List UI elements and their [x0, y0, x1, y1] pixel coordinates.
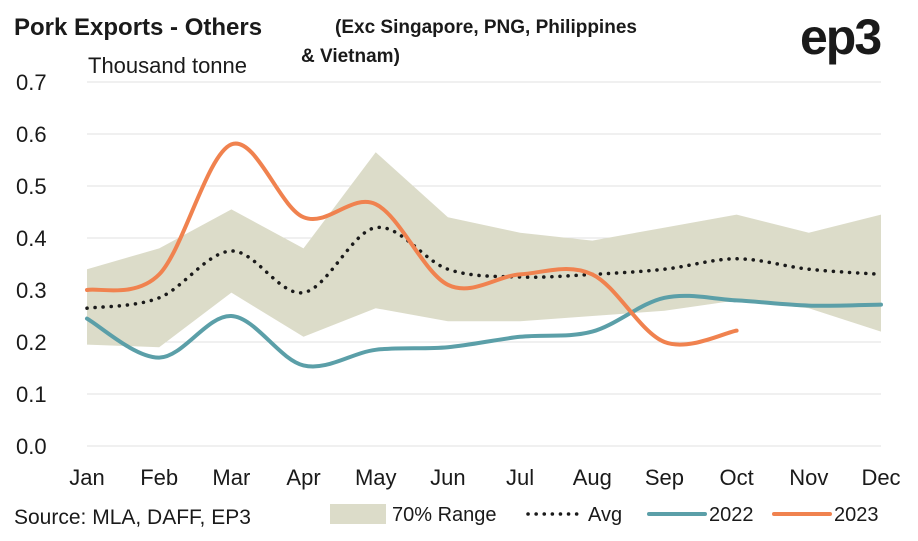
ep3-logo: ep3 [800, 9, 882, 65]
x-tick-label: Jun [430, 465, 465, 490]
x-tick-label: Aug [573, 465, 612, 490]
source-note: Source: MLA, DAFF, EP3 [14, 506, 251, 529]
y-tick-label: 0.6 [16, 122, 47, 147]
series-line-2022 [85, 293, 883, 369]
x-tick-label: Apr [286, 465, 320, 490]
x-tick-label: Jul [506, 465, 534, 490]
legend-label-2023: 2023 [834, 504, 879, 526]
x-tick-label: Mar [212, 465, 250, 490]
y-tick-label: 0.3 [16, 278, 47, 303]
chart-subtitle-line2: & Vietnam) [301, 46, 400, 67]
x-tick-label: May [355, 465, 397, 490]
legend-label-2022: 2022 [709, 504, 754, 526]
chart-title: Pork Exports - Others [14, 14, 263, 41]
x-tick-label: Feb [140, 465, 178, 490]
y-axis-ticks: 0.0 0.1 0.2 0.3 0.4 0.5 0.6 0.7 [16, 70, 47, 459]
y-tick-label: 0.0 [16, 434, 47, 459]
y-tick-label: 0.4 [16, 226, 47, 251]
x-axis-ticks: Jan Feb Mar Apr May Jun Jul Aug Sep Oct Nov Dec [69, 465, 900, 490]
y-tick-label: 0.2 [16, 330, 47, 355]
plot-area [85, 141, 883, 369]
y-tick-label: 0.5 [16, 174, 47, 199]
y-tick-label: 0.1 [16, 382, 47, 407]
x-tick-label: Sep [645, 465, 684, 490]
range-band-area [87, 152, 881, 348]
series-line-2023 [85, 141, 739, 347]
x-tick-label: Jan [69, 465, 104, 490]
x-tick-label: Oct [720, 465, 754, 490]
y-axis-label: Thousand tonne [88, 53, 248, 78]
y-tick-label: 0.7 [16, 70, 47, 95]
chart-subtitle-line1: (Exc Singapore, PNG, Philippines [335, 17, 637, 38]
legend-swatch-range [330, 504, 386, 524]
x-tick-label: Nov [789, 465, 828, 490]
legend-label-avg: Avg [588, 504, 622, 526]
x-tick-label: Dec [861, 465, 900, 490]
legend-label-range: 70% Range [392, 504, 497, 526]
series-line-avg [85, 225, 883, 310]
legend: 70% Range Avg 2022 2023 [330, 504, 879, 526]
